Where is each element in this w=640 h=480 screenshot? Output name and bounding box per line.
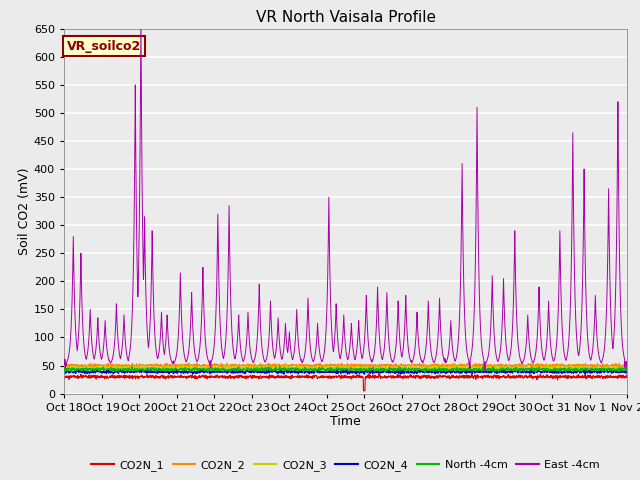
Title: VR North Vaisala Profile: VR North Vaisala Profile xyxy=(255,10,436,25)
X-axis label: Time: Time xyxy=(330,415,361,429)
Y-axis label: Soil CO2 (mV): Soil CO2 (mV) xyxy=(18,168,31,255)
Legend: CO2N_1, CO2N_2, CO2N_3, CO2N_4, North -4cm, East -4cm: CO2N_1, CO2N_2, CO2N_3, CO2N_4, North -4… xyxy=(87,456,604,476)
Text: VR_soilco2: VR_soilco2 xyxy=(67,40,141,53)
